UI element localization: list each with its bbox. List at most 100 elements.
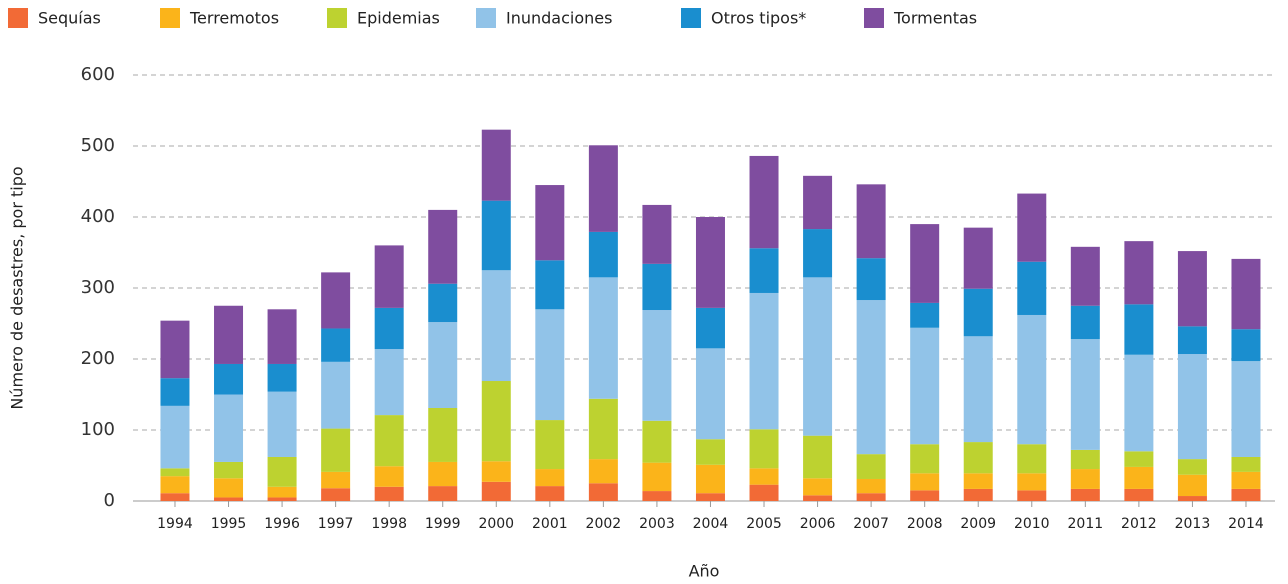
bar-segment (588, 231, 618, 278)
x-tick-label: 1996 (264, 516, 300, 532)
bar-segment (910, 224, 940, 303)
bar-segment (749, 248, 779, 293)
x-tick-label: 2013 (1175, 516, 1211, 532)
legend-label: Otros tipos* (711, 9, 806, 28)
bar-segment (803, 277, 833, 436)
y-tick-label: 400 (81, 206, 115, 227)
bar-segment (1070, 449, 1100, 470)
bar-segment (1017, 444, 1047, 474)
bar-segment (1124, 304, 1154, 355)
bar-segment (535, 420, 565, 470)
bar-segment (695, 439, 725, 465)
bar-segment (1177, 354, 1207, 460)
legend-label: Sequías (38, 9, 101, 28)
bar-segment (267, 391, 297, 457)
bar-segment (321, 428, 351, 472)
bar-segment (214, 363, 244, 395)
legend-swatch (681, 8, 701, 28)
bar-segment (1124, 451, 1154, 467)
bar-segment (481, 481, 511, 501)
bar-segment (856, 454, 886, 479)
bar-segment (1124, 466, 1154, 489)
bar-segment (856, 258, 886, 301)
legend-label: Terremotos (189, 9, 279, 28)
x-tick-label: 2000 (478, 516, 514, 532)
legend-swatch (864, 8, 884, 28)
bar-segment (695, 217, 725, 308)
bar-segment (963, 473, 993, 489)
bar-segment (160, 320, 190, 379)
x-tick-label: 2009 (960, 516, 996, 532)
bar-segment (481, 129, 511, 201)
x-tick-label: 1999 (425, 516, 461, 532)
bar-segment (642, 204, 672, 264)
bar-segment (803, 478, 833, 496)
bar-segment (481, 270, 511, 382)
bar-segment (535, 486, 565, 501)
bar-segment (695, 464, 725, 494)
x-tick-label: 1995 (211, 516, 247, 532)
bar-segment (1231, 361, 1261, 457)
bar-segment (1070, 339, 1100, 450)
y-axis-title: Número de desastres, por tipo (8, 166, 27, 409)
bar-segment (267, 309, 297, 364)
bar-segment (642, 462, 672, 492)
bar-segment (642, 310, 672, 421)
bar-segment (321, 361, 351, 429)
bar-segment (910, 490, 940, 501)
bar-segment (695, 348, 725, 440)
bar-segment (374, 486, 404, 501)
bar-segment (963, 336, 993, 443)
bar-segment (1070, 488, 1100, 501)
bar-segment (749, 292, 779, 430)
bar-segment (1124, 241, 1154, 305)
bar-segment (963, 227, 993, 289)
bar-segment (1070, 469, 1100, 489)
bar-segment (642, 263, 672, 311)
bar-segment (856, 493, 886, 501)
bar-segment (803, 495, 833, 501)
bar-segment (535, 260, 565, 310)
x-tick-label: 2011 (1068, 516, 1104, 532)
bar-segment (695, 493, 725, 501)
bar-segment (481, 461, 511, 482)
x-tick-label: 2005 (746, 516, 782, 532)
x-tick-label: 2014 (1228, 516, 1264, 532)
bar-segment (214, 461, 244, 479)
bar-segment (963, 442, 993, 474)
bar-segment (1231, 456, 1261, 472)
bar-segment (374, 466, 404, 487)
y-tick-label: 100 (81, 419, 115, 440)
bar-segment (267, 486, 297, 498)
bar-segment (856, 184, 886, 259)
bar-segment (963, 488, 993, 501)
bar-segment (267, 497, 297, 501)
bar-segment (1070, 246, 1100, 306)
bar-segment (267, 456, 297, 487)
bar-segment (1124, 354, 1154, 452)
legend-swatch (8, 8, 28, 28)
bar-segment (428, 486, 458, 501)
bar-segment (321, 471, 351, 489)
x-tick-label: 2003 (639, 516, 675, 532)
bar-segment (588, 483, 618, 501)
bar-segment (749, 429, 779, 469)
y-tick-label: 600 (81, 64, 115, 85)
legend-label: Inundaciones (506, 9, 612, 28)
bar-segment (910, 327, 940, 445)
bar-segment (374, 415, 404, 467)
bar-segment (588, 459, 618, 484)
bar-segment (588, 277, 618, 399)
x-tick-label: 2010 (1014, 516, 1050, 532)
x-tick-label: 2008 (907, 516, 943, 532)
bar-segment (963, 288, 993, 337)
bar-segment (1231, 258, 1261, 330)
bar-segment (856, 478, 886, 494)
x-tick-label: 2012 (1121, 516, 1157, 532)
y-tick-label: 200 (81, 348, 115, 369)
bar-segment (481, 381, 511, 462)
x-axis-title: Año (689, 562, 720, 581)
bar-segment (1017, 261, 1047, 315)
bar-segment (374, 349, 404, 416)
